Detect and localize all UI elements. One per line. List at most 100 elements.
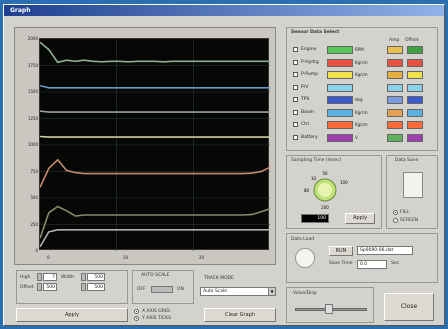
sensor-unit: RPM bbox=[355, 47, 364, 52]
data-load-panel: Data Load RUN Sp9090-06.dat Save Time 0.… bbox=[286, 233, 438, 283]
sensor-offset[interactable] bbox=[407, 83, 423, 92]
auto-scale-toggle[interactable] bbox=[151, 286, 173, 293]
sensor-checkbox[interactable] bbox=[293, 72, 298, 77]
sensor-offset[interactable] bbox=[407, 108, 423, 117]
auto-scale-label: AUTO SCALE bbox=[141, 273, 170, 278]
sensor-checkbox[interactable] bbox=[293, 109, 298, 115]
sensor-amp[interactable] bbox=[387, 108, 403, 117]
sensor-row: TPS deg bbox=[293, 96, 433, 105]
x-tick: 10 bbox=[123, 255, 129, 260]
x-grid-radio[interactable] bbox=[134, 309, 139, 314]
offset-label: Offset bbox=[20, 285, 34, 290]
offset-spinner[interactable] bbox=[37, 283, 42, 291]
y-tick: 250 bbox=[30, 221, 38, 227]
sensor-color-bar bbox=[327, 108, 353, 117]
sensor-color-bar bbox=[327, 133, 353, 142]
load-knob[interactable] bbox=[295, 248, 315, 268]
load-file-field[interactable]: Sp9090-06.dat bbox=[357, 246, 413, 255]
clear-graph-button[interactable]: Clear Graph bbox=[204, 308, 276, 322]
sensor-checkbox[interactable] bbox=[293, 84, 298, 90]
save-switch[interactable] bbox=[403, 172, 423, 198]
sensor-color-bar bbox=[327, 71, 353, 79]
valve-title: Valve/Disp bbox=[293, 291, 317, 296]
sensor-amp[interactable] bbox=[387, 71, 403, 79]
offset2-spinner[interactable] bbox=[81, 283, 86, 291]
sensor-checkbox[interactable] bbox=[293, 47, 298, 52]
save-time-label: Save Time bbox=[329, 261, 353, 266]
valve-slider-handle[interactable] bbox=[325, 304, 333, 314]
save-fill-label: FILL bbox=[400, 210, 409, 215]
sec-label: Sec bbox=[391, 261, 400, 266]
data-save-title: Data Save bbox=[395, 158, 419, 163]
offset2-field[interactable]: 500 bbox=[87, 283, 105, 291]
sensor-amp[interactable] bbox=[387, 121, 403, 129]
series-line-5 bbox=[39, 205, 271, 239]
sensor-amp[interactable] bbox=[387, 83, 403, 92]
track-mode-select[interactable]: Auto Scale ▼ bbox=[200, 287, 276, 296]
y-tick: 2000 bbox=[27, 36, 38, 41]
series-line-6 bbox=[39, 229, 270, 248]
width-spinner[interactable] bbox=[81, 273, 86, 281]
sensor-amp[interactable] bbox=[387, 96, 403, 104]
y-tick: 1750 bbox=[27, 62, 38, 68]
sensor-unit: Kg/cm bbox=[355, 72, 368, 77]
sampling-dial-svg: 50 100 200 80 10 bbox=[304, 171, 348, 210]
dial-knob[interactable] bbox=[318, 183, 332, 197]
apply-button[interactable]: Apply bbox=[16, 308, 128, 322]
sensor-offset[interactable] bbox=[407, 58, 423, 67]
sensor-offset[interactable] bbox=[407, 46, 423, 54]
sensor-offset[interactable] bbox=[407, 121, 423, 129]
save-screen-label: SCREEN bbox=[400, 218, 419, 223]
offset-header: Offset bbox=[405, 38, 419, 43]
y-tick: 1000 bbox=[27, 142, 38, 147]
sensor-row: P/V bbox=[293, 83, 433, 93]
window-title: Graph bbox=[10, 7, 31, 14]
save-fill-radio[interactable] bbox=[393, 210, 398, 215]
sensor-offset[interactable] bbox=[407, 71, 423, 79]
y-tick: 1500 bbox=[27, 89, 38, 94]
save-screen-radio[interactable] bbox=[393, 218, 398, 223]
sensor-row: P-Hydrg Kg/cm bbox=[293, 58, 433, 68]
chevron-down-icon[interactable]: ▼ bbox=[268, 288, 275, 295]
high-field[interactable]: 7 bbox=[43, 273, 57, 281]
sensor-name: P/V bbox=[301, 84, 309, 90]
sensor-amp[interactable] bbox=[387, 133, 403, 142]
sensor-name: TPS bbox=[301, 97, 310, 102]
dial-tick: 10 bbox=[311, 176, 317, 181]
graph-plot bbox=[39, 38, 271, 251]
sensor-offset[interactable] bbox=[407, 96, 423, 104]
sensor-color-bar bbox=[327, 83, 353, 92]
sensor-amp[interactable] bbox=[387, 58, 403, 67]
sampling-apply-button[interactable]: Apply bbox=[345, 213, 375, 224]
sensor-checkbox[interactable] bbox=[293, 134, 298, 140]
close-button[interactable]: Close bbox=[384, 293, 434, 321]
run-button[interactable]: RUN bbox=[329, 246, 353, 256]
auto-on-label: ON bbox=[177, 287, 184, 292]
scale-group: High 7 Offset 500 Width 500 500 bbox=[16, 270, 128, 304]
sensor-row: Ctrl Kg/cm bbox=[293, 121, 433, 130]
high-label: High bbox=[20, 275, 31, 280]
offset-field[interactable]: 500 bbox=[43, 283, 57, 291]
data-load-title: Data Load bbox=[291, 237, 314, 242]
graph-panel: 2000 1750 1500 1250 1000 750 500 250 0 0 10 20 bbox=[14, 27, 276, 265]
y-tick: 500 bbox=[30, 195, 38, 200]
width-field[interactable]: 500 bbox=[87, 273, 105, 281]
x-tick: 20 bbox=[199, 255, 205, 260]
save-time-field[interactable]: 0.0 bbox=[357, 260, 387, 269]
data-save-panel: Data Save FILL SCREEN bbox=[386, 155, 438, 229]
sensor-checkbox[interactable] bbox=[293, 122, 298, 127]
sensor-row: P-Pump Kg/cm bbox=[293, 71, 433, 80]
x-tick: 0 bbox=[47, 255, 50, 260]
sensor-offset[interactable] bbox=[407, 133, 423, 142]
sensor-checkbox[interactable] bbox=[293, 97, 298, 102]
high-spinner[interactable] bbox=[37, 273, 42, 281]
y-ticks-radio[interactable] bbox=[134, 316, 139, 321]
sampling-title: Sampling Time (msec) bbox=[291, 158, 342, 163]
y-ticks-label: Y AXIS TICKS bbox=[142, 316, 171, 321]
sampling-value[interactable]: 100 bbox=[301, 214, 329, 223]
line-chart bbox=[39, 39, 271, 251]
y-tick: 750 bbox=[30, 168, 38, 174]
sensor-checkbox[interactable] bbox=[293, 59, 298, 65]
sensor-amp[interactable] bbox=[387, 46, 403, 54]
sensor-row: Engine RPM bbox=[293, 46, 433, 55]
